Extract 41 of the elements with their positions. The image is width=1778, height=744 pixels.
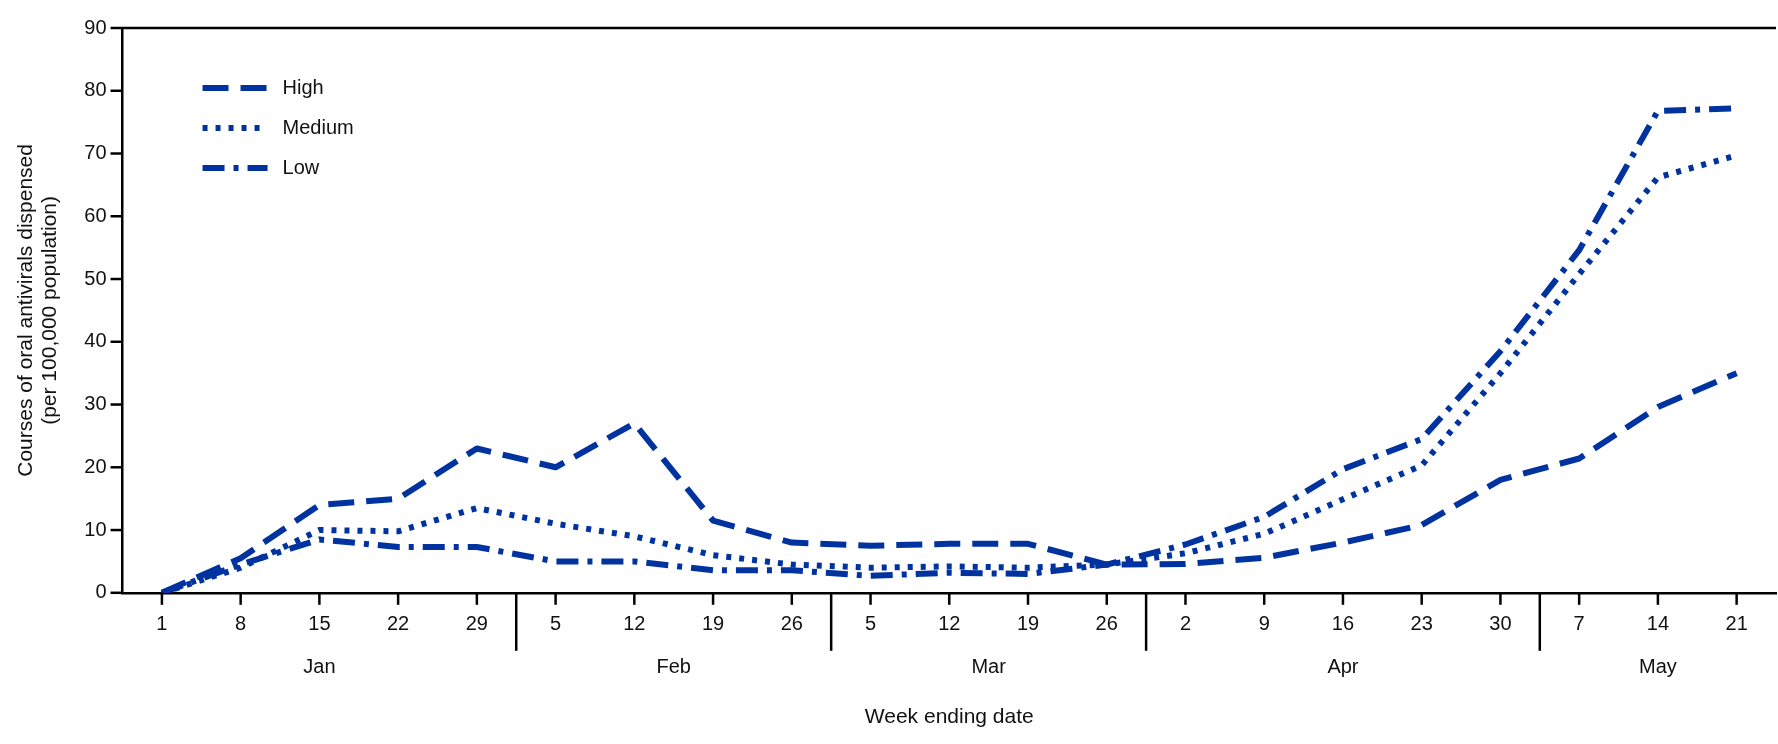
x-tick-label: 26 (780, 612, 803, 635)
x-tick-label: 1 (156, 612, 168, 635)
x-tick-label: 7 (1573, 612, 1585, 635)
y-tick-label: 10 (84, 517, 107, 540)
y-tick-label: 40 (84, 329, 107, 352)
text: Feb (656, 655, 691, 678)
text: Apr (1327, 655, 1359, 678)
y-tick-label: 90 (84, 15, 107, 38)
text: Mar (971, 655, 1007, 678)
x-tick-label: 22 (387, 612, 410, 635)
x-tick-label: 16 (1331, 612, 1355, 635)
x-tick-label: 12 (938, 612, 961, 635)
y-tick-label: 20 (84, 454, 107, 477)
x-tick-label: 5 (550, 612, 562, 635)
x-tick-label: 15 (308, 612, 331, 635)
x-tick-label: 2 (1179, 612, 1192, 635)
y-tick-label: 80 (84, 78, 107, 101)
y-tick-label: 50 (84, 266, 107, 289)
x-tick-label: 19 (1016, 612, 1040, 635)
x-tick-label: 14 (1646, 612, 1670, 635)
x-tick-label: 30 (1489, 612, 1512, 635)
legend-label: High (282, 75, 324, 98)
x-tick-label: 29 (465, 612, 488, 635)
x-tick-label: 8 (235, 612, 247, 635)
y-tick-label: 0 (95, 580, 107, 603)
x-tick-label: 23 (1410, 612, 1433, 635)
x-tick-label: 21 (1725, 612, 1748, 635)
y-tick-label: 60 (84, 203, 107, 226)
y-axis-title: Courses of oral antivirals dispensed (per 100,000 population) (12, 144, 61, 477)
y-tick-label: 70 (84, 141, 107, 164)
x-tick-label: 12 (623, 612, 646, 635)
y-tick-label: 30 (84, 392, 107, 415)
text: May (1639, 655, 1677, 678)
x-tick-label: 19 (701, 612, 725, 635)
x-axis-title: Week ending date (864, 704, 1034, 728)
legend-label: Medium (282, 115, 354, 138)
x-tick-label: 26 (1095, 612, 1118, 635)
text: Jan (303, 655, 336, 678)
x-tick-label: 5 (864, 612, 877, 635)
legend-label: Low (282, 155, 320, 178)
x-tick-label: 9 (1258, 612, 1270, 635)
